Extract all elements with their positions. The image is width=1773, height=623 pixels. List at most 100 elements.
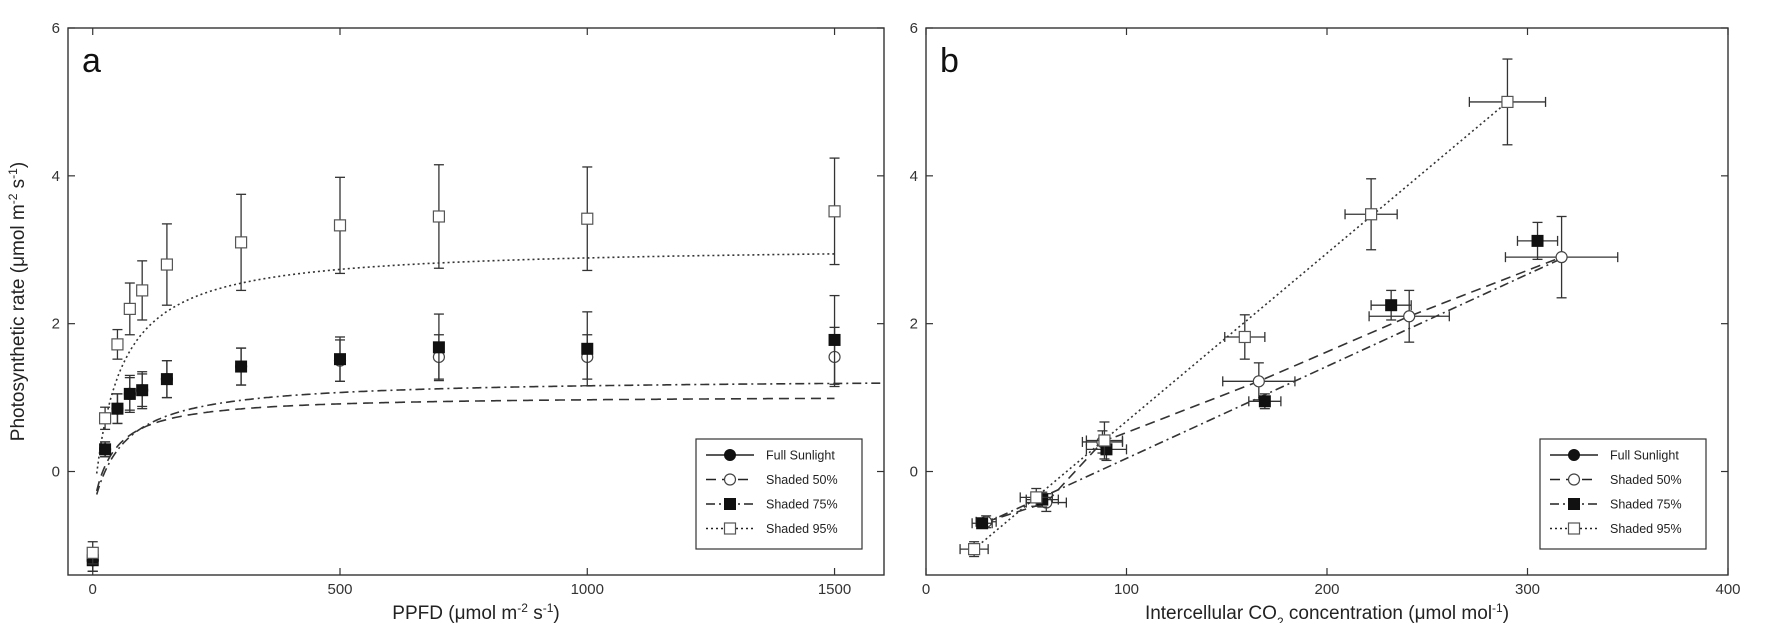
- legend-label: Shaded 75%: [766, 498, 838, 512]
- data-point: [334, 353, 346, 366]
- y-tick-label: 2: [910, 316, 918, 333]
- x-axis-label-sub: 2: [1277, 615, 1284, 623]
- data-point: [828, 333, 841, 346]
- y-tick-label: 0: [910, 464, 918, 481]
- data-point: [1258, 395, 1271, 408]
- y-axis-label-sup: -2: [6, 193, 20, 204]
- x-axis-label: PPFD (μmol m-2 s-1): [392, 601, 559, 623]
- data-point: [235, 360, 248, 373]
- x-tick-label: 300: [1515, 581, 1540, 598]
- legend-marker: [1568, 449, 1580, 461]
- series-shaded-95: [959, 58, 1547, 558]
- y-tick-label: 0: [52, 464, 60, 481]
- data-point: [968, 543, 981, 556]
- x-tick-label: 0: [922, 581, 930, 598]
- data-point: [123, 387, 136, 400]
- data-point: [1238, 330, 1251, 344]
- x-axis-label: Intercellular CO2 concentration (μmol mo…: [1145, 601, 1509, 623]
- panel-label: a: [82, 42, 101, 80]
- data-point: [976, 517, 989, 530]
- x-axis-label-text: Intercellular CO: [1145, 603, 1277, 623]
- x-axis-label-sup: -2: [517, 601, 528, 615]
- legend-label: Shaded 75%: [1610, 498, 1682, 512]
- legend-label: Full Sunlight: [766, 449, 835, 463]
- legend-label: Shaded 50%: [1610, 473, 1682, 487]
- legend-label: Shaded 95%: [1610, 522, 1682, 536]
- series-shaded-75: [86, 294, 841, 572]
- data-point: [123, 302, 136, 315]
- x-tick-label: 0: [89, 581, 97, 598]
- y-tick-label: 2: [52, 316, 60, 333]
- data-point: [581, 342, 594, 355]
- data-point: [1030, 491, 1043, 504]
- data-point: [581, 212, 594, 225]
- data-point: [86, 546, 99, 559]
- y-axis-label-sup: -1: [6, 168, 20, 179]
- data-point: [111, 402, 124, 415]
- y-tick-label: 4: [910, 168, 918, 185]
- y-axis-label-text: s: [8, 179, 29, 194]
- fit-curve-shaded-95: [973, 101, 1508, 550]
- legend-marker: [1568, 498, 1580, 510]
- data-point: [1365, 208, 1378, 221]
- series-shaded-75: [971, 221, 1559, 530]
- legend-marker: [724, 498, 736, 510]
- data-point: [1555, 251, 1568, 264]
- x-axis-label-sup: -1: [1492, 601, 1503, 615]
- x-tick-label: 100: [1114, 581, 1139, 598]
- y-tick-label: 4: [52, 168, 60, 185]
- x-axis-label-text: ): [1503, 603, 1509, 623]
- series-shaded-95: [86, 157, 841, 565]
- data-point: [136, 384, 149, 397]
- legend-label: Full Sunlight: [1610, 449, 1679, 463]
- data-point: [1098, 434, 1111, 447]
- series-shaded-50: [975, 215, 1619, 529]
- data-point: [1403, 310, 1416, 323]
- fit-curve-shaded-50: [95, 397, 835, 492]
- legend-label: Shaded 50%: [766, 473, 838, 487]
- y-axis-label-text: ): [8, 162, 29, 168]
- panel-label: b: [940, 42, 959, 80]
- x-axis-label-text: PPFD (μmol m: [392, 603, 517, 623]
- legend-marker: [723, 522, 737, 535]
- data-point: [1531, 234, 1544, 247]
- data-point: [136, 284, 149, 297]
- data-point: [99, 443, 112, 456]
- legend-box: [1539, 438, 1707, 550]
- legend-marker: [1567, 522, 1581, 535]
- data-point: [1252, 375, 1265, 388]
- data-point: [432, 341, 445, 354]
- x-tick-label: 400: [1715, 581, 1740, 598]
- y-axis-label-text: Photosynthetic rate (μmol m: [8, 204, 29, 441]
- legend-box: [695, 438, 863, 550]
- x-axis-label-text: ): [553, 603, 559, 623]
- plot-frame: [67, 27, 885, 576]
- data-point: [234, 236, 248, 249]
- y-axis-label: Photosynthetic rate (μmol m-2 s-1): [6, 162, 29, 441]
- legend-marker: [724, 449, 736, 461]
- y-tick-label: 6: [910, 20, 918, 37]
- legend-marker: [723, 473, 737, 486]
- legend: Full Sunlight Shaded 50% Shaded 75% Shaded …: [1539, 438, 1707, 550]
- y-tick-label: 6: [52, 20, 60, 37]
- x-axis-label-text: s: [528, 603, 543, 623]
- fit-curve-shaded-75: [95, 382, 884, 495]
- legend-label: Shaded 95%: [766, 522, 838, 536]
- x-tick-label: 500: [327, 581, 352, 598]
- x-tick-label: 1000: [571, 581, 604, 598]
- fit-curves: [95, 253, 884, 495]
- x-tick-label: 1500: [818, 581, 851, 598]
- data-point: [1501, 95, 1514, 109]
- data-point: [333, 219, 347, 232]
- data-point: [98, 412, 112, 425]
- x-axis-label-sup: -1: [543, 601, 554, 615]
- data-point: [432, 210, 446, 223]
- fit-curve-shaded-75: [981, 257, 1562, 526]
- x-tick-label: 200: [1314, 581, 1339, 598]
- data-point: [111, 338, 124, 351]
- data-point: [828, 205, 841, 218]
- x-axis-label-text: concentration (μmol mol: [1284, 603, 1492, 623]
- legend-marker: [1567, 473, 1581, 486]
